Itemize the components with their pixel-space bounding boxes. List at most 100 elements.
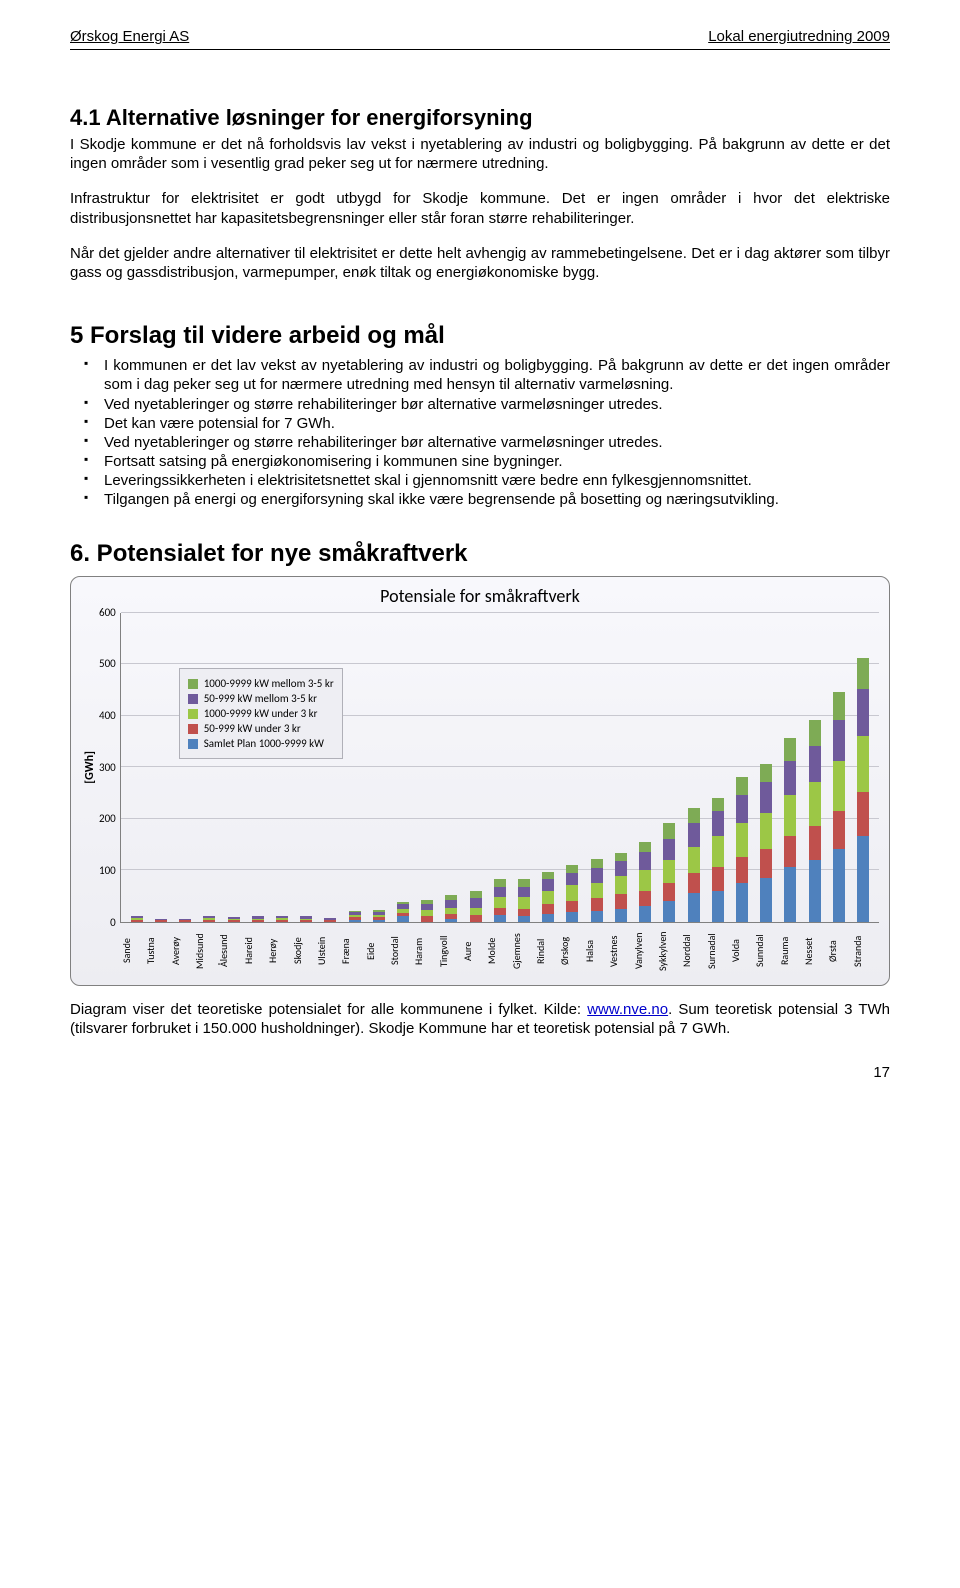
bar-stack xyxy=(324,918,336,922)
bar-stack xyxy=(470,891,482,922)
bar-column xyxy=(197,613,221,922)
bar-segment xyxy=(688,808,700,824)
bar-stack xyxy=(373,910,385,921)
x-tick-label: Norddal xyxy=(680,927,704,975)
x-tick-label: Volda xyxy=(729,927,753,975)
section-4-1-para-3: Når det gjelder andre alternativer til e… xyxy=(70,244,890,282)
bar-segment xyxy=(470,891,482,899)
bar-segment xyxy=(615,909,627,922)
bar-segment xyxy=(615,894,627,908)
bar-stack xyxy=(639,842,651,922)
bar-segment xyxy=(494,915,506,921)
bar-segment xyxy=(736,777,748,795)
bar-segment xyxy=(542,904,554,914)
chart-y-axis: 6005004003002001000 xyxy=(99,613,120,923)
x-tick-label: Skodje xyxy=(291,927,315,975)
caption-link[interactable]: www.nve.no xyxy=(587,1001,668,1018)
bar-stack xyxy=(809,720,821,921)
bar-column xyxy=(125,613,149,922)
bar-segment xyxy=(688,823,700,846)
bar-segment xyxy=(784,795,796,836)
section-5-list-item: Ved nyetableringer og større rehabiliter… xyxy=(70,395,890,414)
bar-column xyxy=(415,613,439,922)
bar-column xyxy=(536,613,560,922)
legend-item: 1000-9999 kW under 3 kr xyxy=(188,707,334,720)
bar-stack xyxy=(349,911,361,922)
bar-stack xyxy=(591,859,603,921)
bar-segment xyxy=(784,867,796,921)
x-tick-label: Halsa xyxy=(583,927,607,975)
bar-stack xyxy=(784,738,796,921)
bar-segment xyxy=(784,836,796,867)
bar-column xyxy=(270,613,294,922)
bar-column xyxy=(827,613,851,922)
bar-stack xyxy=(688,808,700,922)
bar-segment xyxy=(615,861,627,877)
x-tick-label: Stranda xyxy=(851,927,875,975)
bar-segment xyxy=(639,852,651,870)
bar-segment xyxy=(736,883,748,922)
bar-segment xyxy=(615,853,627,861)
bar-segment xyxy=(470,908,482,916)
header-rule xyxy=(70,49,890,50)
bar-segment xyxy=(833,692,845,720)
bar-stack xyxy=(300,916,312,921)
bar-segment xyxy=(591,859,603,868)
x-tick-label: Sykkylven xyxy=(656,927,680,975)
section-5-list-item: Tilgangen på energi og energiforsyning s… xyxy=(70,490,890,509)
bar-stack xyxy=(736,777,748,922)
x-tick-label: Stordal xyxy=(388,927,412,975)
bar-column xyxy=(633,613,657,922)
bar-stack xyxy=(131,916,143,922)
bar-segment xyxy=(712,798,724,811)
bar-segment xyxy=(470,898,482,907)
legend-swatch xyxy=(188,724,198,734)
bar-segment xyxy=(445,900,457,907)
section-5-list: I kommunen er det lav vekst av nyetabler… xyxy=(70,356,890,510)
x-tick-label: Gjemnes xyxy=(510,927,534,975)
bar-stack xyxy=(494,879,506,921)
section-4-1-para-1: I Skodje kommune er det nå forholdsvis l… xyxy=(70,135,890,173)
bar-stack xyxy=(228,917,240,922)
bar-segment xyxy=(688,847,700,873)
x-tick-label: Ålesund xyxy=(217,927,241,975)
bar-segment xyxy=(639,906,651,922)
x-tick-label: Vestnes xyxy=(607,927,631,975)
legend-item: 50-999 kW mellom 3-5 kr xyxy=(188,692,334,705)
bar-segment xyxy=(736,795,748,823)
bar-stack xyxy=(445,895,457,921)
chart-title: Potensiale for småkraftverk xyxy=(81,585,879,607)
bar-segment xyxy=(784,761,796,795)
bar-segment xyxy=(518,916,530,921)
section-5-list-item: Leveringssikkerheten i elektrisitetsnett… xyxy=(70,471,890,490)
bar-segment xyxy=(470,915,482,921)
bar-column xyxy=(778,613,802,922)
x-tick-label: Hareid xyxy=(242,927,266,975)
bar-segment xyxy=(809,860,821,922)
legend-label: 1000-9999 kW mellom 3-5 kr xyxy=(204,677,334,690)
bar-segment xyxy=(809,826,821,860)
bar-column xyxy=(343,613,367,922)
smaakraftverk-chart: Potensiale for småkraftverk [GWh] 600500… xyxy=(70,576,890,986)
legend-label: 1000-9999 kW under 3 kr xyxy=(204,707,318,720)
bar-segment xyxy=(857,689,869,736)
legend-item: 50-999 kW under 3 kr xyxy=(188,722,334,735)
bar-segment xyxy=(712,867,724,890)
bar-column xyxy=(706,613,730,922)
bar-segment xyxy=(542,891,554,904)
bar-column xyxy=(149,613,173,922)
bar-segment xyxy=(639,891,651,907)
bar-segment xyxy=(349,920,361,922)
x-tick-label: Rindal xyxy=(534,927,558,975)
bar-column xyxy=(464,613,488,922)
bar-segment xyxy=(809,746,821,782)
bar-stack xyxy=(712,798,724,922)
section-5-list-item: Det kan være potensial for 7 GWh. xyxy=(70,414,890,433)
bar-segment xyxy=(663,823,675,839)
bar-column xyxy=(246,613,270,922)
bar-segment xyxy=(494,879,506,887)
bar-column xyxy=(367,613,391,922)
bar-column xyxy=(512,613,536,922)
bar-segment xyxy=(615,876,627,894)
bar-segment xyxy=(760,849,772,877)
